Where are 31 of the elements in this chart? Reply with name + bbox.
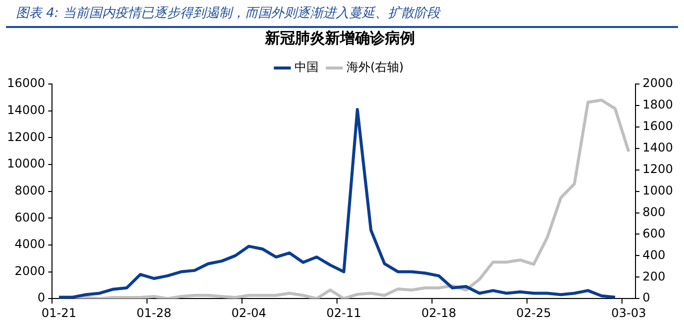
y2-tick-label: 400 xyxy=(642,248,666,262)
y2-tick-label: 2000 xyxy=(642,76,674,90)
x-tick-label: 02-18 xyxy=(421,306,456,320)
y-tick-label: 2000 xyxy=(14,264,46,278)
y2-tick-label: 200 xyxy=(642,269,666,284)
x-tick-label: 02-11 xyxy=(326,306,362,320)
x-tick-label: 02-25 xyxy=(516,306,552,320)
y-tick-label: 10000 xyxy=(6,156,46,171)
y2-tick-label: 1800 xyxy=(642,98,674,112)
y-tick-label: 16000 xyxy=(6,76,46,90)
y-tick-label: 8000 xyxy=(14,183,46,198)
y2-tick-label: 1600 xyxy=(642,119,674,134)
legend-label: 中国 xyxy=(294,60,318,74)
y-tick-label: 0 xyxy=(38,290,46,305)
x-tick-label: 01-21 xyxy=(42,306,76,320)
y-tick-label: 14000 xyxy=(6,102,46,117)
y2-tick-label: 1200 xyxy=(642,162,674,176)
y2-tick-label: 800 xyxy=(642,204,666,219)
y2-tick-label: 1000 xyxy=(642,183,674,198)
x-tick-label: 01-28 xyxy=(136,306,172,320)
y-tick-label: 4000 xyxy=(14,237,46,252)
y2-tick-label: 1400 xyxy=(642,140,674,155)
chart-title: 图表 4: 当前国内疫情已逐步得到遏制，而国外则逐渐进入蔓延、扩散阶段 xyxy=(6,0,678,28)
y-tick-label: 6000 xyxy=(14,210,46,224)
y-tick-label: 12000 xyxy=(6,130,46,144)
x-tick-label: 03-03 xyxy=(611,306,646,320)
y2-tick-label: 0 xyxy=(642,290,650,305)
y2-tick-label: 600 xyxy=(642,226,666,240)
chart-subtitle: 新冠肺炎新增确诊病例 xyxy=(264,28,415,47)
x-tick-label: 02-04 xyxy=(231,306,266,320)
legend-label: 海外(右轴) xyxy=(346,60,404,74)
